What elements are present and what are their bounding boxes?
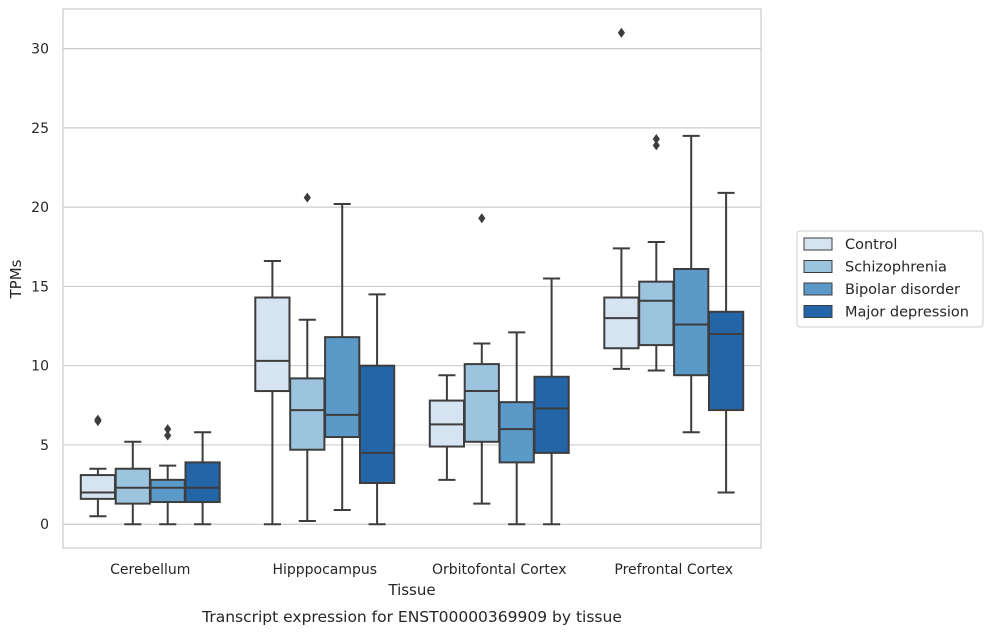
y-tick-label: 15 [31,279,49,295]
box-major-depression [533,277,570,526]
legend-swatch [803,260,833,273]
box-major-depression [358,293,396,526]
legend: Control Schizophrenia Bipolar disorder Majo… [796,230,984,328]
x-tick-label: Prefrontal Cortex [614,562,733,578]
grid-lines [63,48,761,525]
legend-swatch [803,282,833,296]
box-bipolar-disorder [324,202,361,511]
iqr-box [149,478,186,504]
iqr-box [358,364,396,485]
iqr-box [638,280,675,347]
iqr-box [463,363,500,443]
outlier-marker [478,213,486,224]
legend-label: Control [845,237,897,253]
box-major-depression [184,431,221,526]
plot-frame [62,8,762,549]
box-bipolar-disorder [149,424,186,526]
outlier-marker [617,27,625,38]
box-control [603,27,640,370]
outlier-marker [164,430,172,441]
iqr-box [533,375,570,454]
box-control [79,414,117,518]
iqr-box [498,401,535,464]
x-tick-label: Orbitofontal Cortex [432,562,567,578]
box-major-depression [707,191,745,494]
y-tick-labels: 0 5 10 15 20 25 30 [31,42,49,534]
outlier-marker [303,192,311,203]
iqr-box [707,310,745,412]
y-tick-label: 30 [31,42,49,58]
box-bipolar-disorder [498,331,535,526]
iqr-box [324,336,361,439]
chart-caption: Transcript expression for ENST0000036990… [201,608,622,626]
legend-frame [796,230,984,328]
iqr-box [289,377,326,451]
y-tick-label: 25 [31,121,49,137]
box-control [254,260,291,526]
box-control [428,374,466,481]
iqr-box [673,267,710,377]
y-tick-label: 20 [31,200,49,216]
iqr-box [79,474,117,500]
box-schizophrenia [289,192,326,523]
outlier-marker [652,140,660,151]
y-tick-label: 0 [40,517,49,533]
y-axis-title: TPMs [7,259,25,299]
x-tick-label: Cerebellum [110,562,190,578]
y-tick-label: 10 [31,359,49,375]
legend-swatch [803,305,833,318]
box-schizophrenia [114,440,151,526]
legend-label: Bipolar disorder [845,282,960,298]
iqr-box [184,461,221,504]
x-axis-title: Tissue [387,581,435,599]
outlier-marker [164,424,172,435]
box-schizophrenia [638,133,675,372]
outlier-marker [652,133,660,144]
legend-swatch [803,237,833,251]
legend-label: Major depression [845,305,969,321]
outlier-marker [94,414,102,425]
x-tick-label: Hipppocampus [272,562,377,578]
boxes [79,27,745,526]
iqr-box [114,467,151,505]
iqr-box [603,296,640,350]
y-tick-label: 5 [40,438,49,454]
x-tick-labels: Cerebellum Hipppocampus Orbitofontal Corte… [110,562,733,578]
box-bipolar-disorder [673,134,710,434]
iqr-box [254,296,291,393]
legend-label: Schizophrenia [845,260,947,276]
box-schizophrenia [463,213,500,505]
